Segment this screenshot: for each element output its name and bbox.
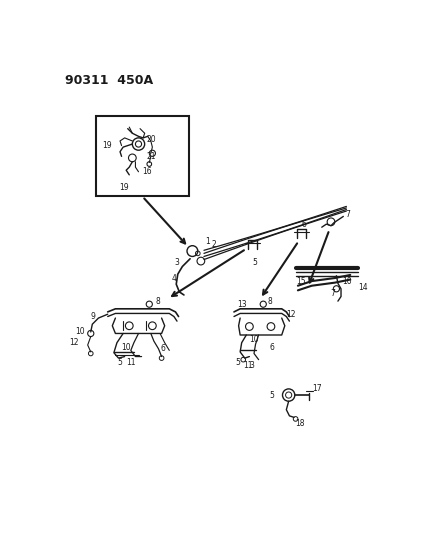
Text: 8: 8: [155, 297, 160, 305]
Text: 10: 10: [76, 327, 85, 336]
Text: 21: 21: [146, 152, 156, 161]
Bar: [96, 116, 189, 196]
Text: 3: 3: [175, 258, 180, 267]
Text: 6: 6: [160, 344, 165, 353]
Text: 7: 7: [330, 289, 335, 298]
Text: 15: 15: [296, 277, 306, 286]
Text: 6: 6: [269, 343, 274, 352]
Text: 13: 13: [237, 300, 247, 309]
Text: 12: 12: [69, 338, 79, 347]
Text: 1: 1: [206, 237, 210, 246]
Text: 5: 5: [269, 391, 274, 400]
Text: 2: 2: [212, 240, 216, 248]
Text: 7: 7: [345, 211, 350, 220]
Text: 11: 11: [126, 358, 136, 367]
Text: 10: 10: [249, 335, 259, 344]
Text: 4: 4: [172, 273, 176, 282]
Text: 10: 10: [122, 343, 131, 352]
Text: 10: 10: [343, 277, 352, 286]
Text: 9: 9: [91, 312, 96, 321]
Text: 11: 11: [243, 361, 253, 370]
Text: 3: 3: [249, 361, 254, 370]
Text: 8: 8: [268, 297, 273, 305]
Text: 12: 12: [287, 311, 296, 319]
Text: 19: 19: [119, 183, 129, 192]
Text: 6: 6: [302, 220, 307, 229]
Text: 17: 17: [313, 384, 322, 393]
Text: 5: 5: [235, 358, 241, 367]
Text: 18: 18: [295, 419, 305, 428]
Text: 14: 14: [358, 283, 368, 292]
Text: 5: 5: [252, 258, 257, 267]
Text: 90311  450A: 90311 450A: [65, 75, 153, 87]
Text: 5: 5: [117, 358, 122, 367]
Text: 20: 20: [146, 135, 156, 144]
Text: 16: 16: [142, 167, 152, 176]
Text: 19: 19: [102, 141, 112, 150]
